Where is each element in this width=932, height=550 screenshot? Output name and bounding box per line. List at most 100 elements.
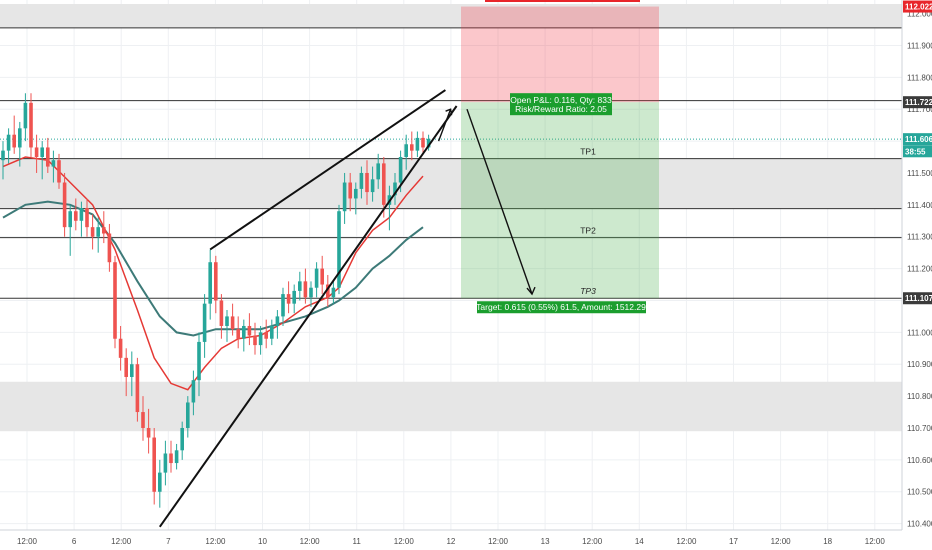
gray-zones: [0, 4, 902, 432]
price-tag: [903, 292, 932, 305]
time-tick: 12:00: [300, 537, 321, 546]
arrow-up-line[interactable]: [437, 108, 452, 142]
candle-body: [236, 329, 240, 339]
candle-body: [370, 179, 375, 193]
candle-body: [303, 281, 308, 298]
grid-layer: [0, 0, 902, 530]
candle-body: [62, 182, 67, 228]
candle-body: [258, 332, 263, 346]
price-tag-text: 111.722: [905, 98, 932, 107]
price-tick: 111.500: [907, 169, 932, 178]
candle-body: [107, 233, 112, 263]
price-axis-bg: [902, 0, 932, 550]
tp-labels: TP1 TP2 TP3: [580, 147, 596, 297]
target-box: [477, 301, 646, 314]
tp-label: TP3: [580, 286, 596, 296]
price-tick: 111.700: [907, 105, 932, 114]
gray-zone: [0, 4, 902, 28]
open-pnl-box: [510, 93, 612, 116]
wedge-lower-line[interactable]: [158, 105, 458, 528]
price-tick: 111.900: [907, 41, 932, 50]
time-tick: 6: [72, 537, 77, 546]
price-tag: [903, 133, 932, 146]
price-tick: 110.500: [907, 488, 932, 497]
candle-body: [1, 150, 5, 161]
candle-body: [57, 160, 61, 183]
candle-body: [197, 341, 201, 381]
target-text: Target: 0.615 (0.55%) 61.5, Amount: 1512…: [476, 302, 646, 312]
candle-body: [135, 364, 140, 413]
candle-body: [46, 147, 50, 167]
candle-body: [113, 262, 117, 339]
candle-body: [298, 281, 302, 291]
candle-body: [275, 316, 280, 326]
candle-body: [359, 172, 364, 189]
stop-label-box: [485, 0, 640, 2]
candle-body: [393, 182, 397, 196]
trendline-drawings[interactable]: [158, 89, 536, 528]
time-tick: 13: [541, 537, 550, 546]
candle-body: [169, 453, 173, 464]
ema-fast-line: [2, 156, 424, 391]
candle-body: [376, 163, 380, 180]
price-tick: 110.900: [907, 360, 932, 369]
price-tick: 110.400: [907, 520, 932, 529]
candle-body: [12, 134, 16, 148]
time-tick: 18: [823, 537, 832, 546]
price-tick: 111.400: [907, 201, 932, 210]
price-tick: 111.000: [907, 328, 932, 337]
candle-body: [270, 325, 274, 339]
time-tick: 12:00: [111, 537, 132, 546]
candle-body: [34, 147, 39, 158]
candle-body: [398, 157, 403, 183]
candle-body: [130, 364, 134, 377]
time-axis-bg: [0, 530, 902, 550]
price-axis[interactable]: 112.000111.900111.800111.700111.600111.5…: [901, 0, 932, 550]
gray-zone: [0, 381, 902, 432]
candle-body: [29, 102, 33, 148]
time-tick: 11: [353, 537, 362, 546]
stop-loss-zone[interactable]: [461, 6, 659, 103]
take-profit-zone[interactable]: [461, 102, 659, 299]
arrow-down-line[interactable]: [466, 108, 533, 295]
candle-body: [230, 316, 235, 330]
candle-body: [365, 172, 369, 193]
candle-body: [96, 227, 100, 237]
candle-body: [331, 287, 336, 298]
price-tag-text: 111.606: [905, 135, 932, 144]
candle-body: [23, 102, 28, 129]
price-tick: 110.800: [907, 392, 932, 401]
price-tick: 110.600: [907, 456, 932, 465]
candle-body: [421, 137, 425, 148]
time-tick: 7: [166, 537, 171, 546]
candle-body: [247, 325, 252, 336]
time-tick: 12:00: [488, 537, 509, 546]
candle-body: [85, 208, 89, 228]
candle-body: [426, 138, 431, 148]
candle-body: [342, 182, 347, 212]
candle-body: [191, 380, 196, 403]
time-tick: 12:00: [205, 537, 226, 546]
arrow-up-head: [445, 108, 453, 116]
time-axis[interactable]: 12:00 6 12:00 7 12:00 10 12:00 11 12:00 12 12:00 13…: [0, 529, 902, 550]
candle-body: [74, 211, 78, 221]
time-tick: 12:00: [676, 537, 697, 546]
time-tick: 10: [258, 537, 267, 546]
wedge-upper-line[interactable]: [209, 89, 446, 251]
risk-reward-text: Risk/Reward Ratio: 2.05: [515, 104, 607, 114]
candle-body: [286, 294, 291, 304]
price-tag: [903, 145, 932, 158]
price-tag: [903, 96, 932, 109]
price-tag-text: 111.107: [905, 294, 932, 303]
time-tick: 12:00: [865, 537, 886, 546]
candle-body: [79, 208, 84, 221]
price-tag-text: 112.022: [905, 3, 932, 12]
gray-zone: [0, 158, 902, 209]
candle-body: [180, 427, 184, 451]
candle-body: [404, 144, 408, 158]
candle-body: [118, 338, 123, 358]
candle-body: [326, 284, 330, 298]
candle-body: [158, 472, 162, 492]
